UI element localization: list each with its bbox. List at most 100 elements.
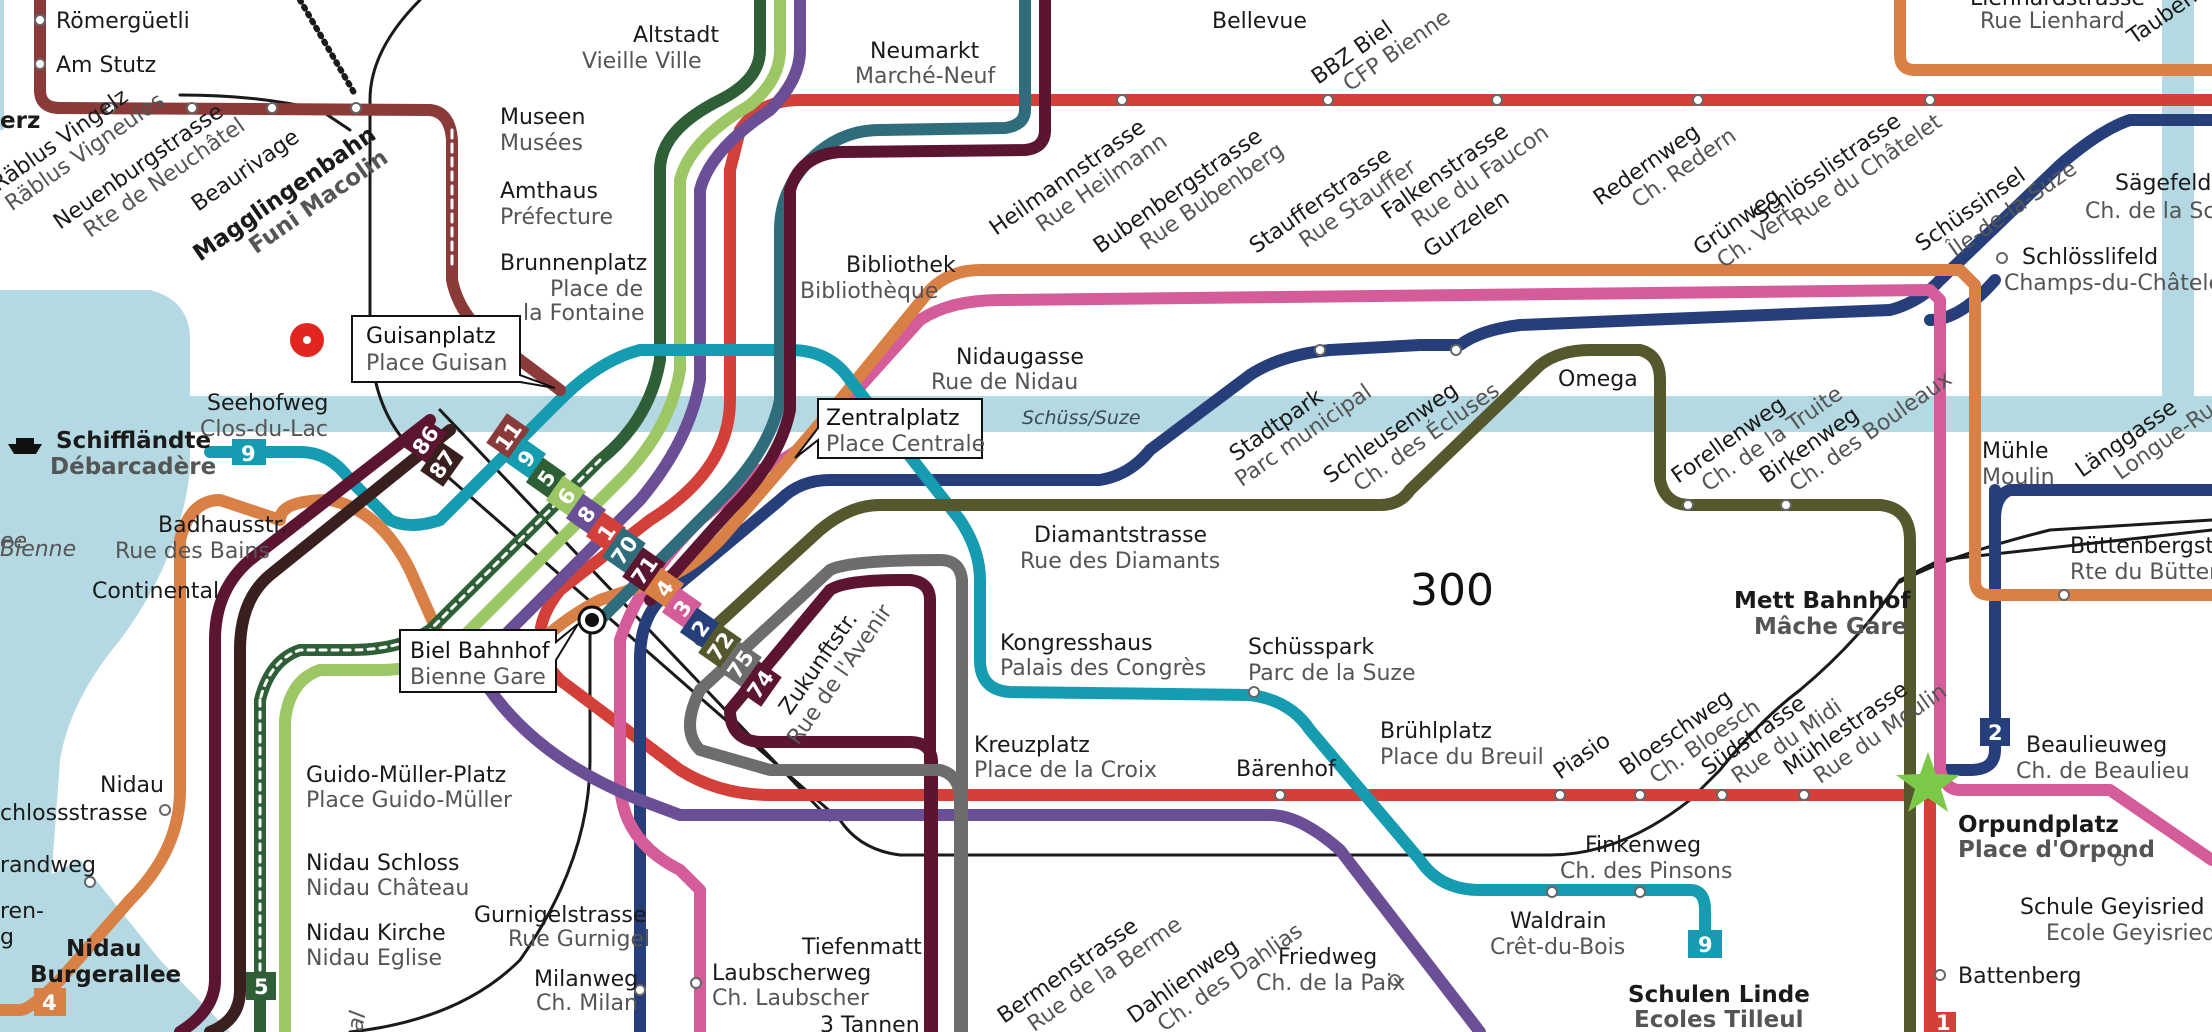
stop-dot: [690, 977, 702, 989]
stop-brunnenplatz-fr1: Place de: [550, 277, 643, 302]
river-label: Schüss/Suze: [1022, 407, 1141, 429]
line-71-path: [644, 0, 1051, 606]
stop-dot: [1314, 344, 1326, 356]
stop-schulen-linde-fr: Ecoles Tilleul: [1634, 1007, 1804, 1032]
badge-11: [486, 413, 530, 459]
stop-dot: [1780, 499, 1792, 511]
callout-zentralplatz: Zentralplatz Place Centrale: [794, 398, 985, 459]
stop-tiefenmatt: Tiefenmatt: [801, 935, 922, 960]
line-75-path: [684, 554, 968, 1032]
badge-87: [420, 441, 464, 487]
stop-diamantstrasse-fr: Rue des Diamants: [1020, 549, 1220, 574]
stop-amthaus-de: Amthaus: [500, 179, 598, 204]
stop-dot: [634, 984, 646, 996]
stop-dot: [1682, 499, 1694, 511]
line-72-path: [694, 344, 1916, 1032]
line-8-path: [480, 0, 1486, 1032]
stop-kreuzplatz-de: Kreuzplatz: [974, 733, 1090, 758]
stop-bibliothek-de: Bibliothek: [846, 253, 956, 278]
stop-schule-geyisried-de: Schule Geyisried: [2020, 895, 2204, 920]
stop-dot: [2114, 854, 2126, 866]
badge-2-terminus-label: 2: [1988, 721, 2003, 745]
callout-guisanplatz: Guisanplatz Place Guisan: [351, 315, 556, 389]
stop-dot: [2058, 589, 2070, 601]
stop-dot: [1554, 789, 1566, 801]
badge-9-terminus-linde: [1688, 930, 1722, 958]
badge-1: [585, 511, 627, 553]
stop-orpundplatz-de: Orpundplatz: [1958, 812, 2119, 838]
stop-gurnigelstrasse-fr: Rue Gurnigel: [508, 927, 650, 952]
stop-milanweg-fr: Ch. Milan: [536, 991, 638, 1016]
badge-3: [661, 587, 703, 629]
stop-bruehlplatz-fr: Place du Breuil: [1380, 745, 1544, 770]
callout-biel-bahnhof: Biel Bahnhof Bienne Gare: [399, 623, 579, 693]
stop-nidaugasse-de: Nidaugasse: [956, 345, 1084, 370]
stop-dot: [1924, 94, 1936, 106]
stop-kreuzplatz-fr: Place de la Croix: [974, 758, 1157, 783]
stop-museen-fr: Musées: [500, 131, 583, 156]
line-87-path: [204, 424, 456, 1032]
stop-nidau-kirche-fr: Nidau Eglise: [306, 946, 442, 971]
stop-markers: [34, 14, 2126, 996]
stop-dot: [1634, 789, 1646, 801]
stop-guido-mueller-de: Guido-Müller-Platz: [306, 763, 506, 788]
stop-amthaus-fr: Préfecture: [500, 205, 613, 230]
stop-nidau-burgerallee-2: Burgerallee: [30, 962, 181, 988]
stop-bibliothek-fr: Bibliothèque: [800, 279, 938, 304]
stop-kongresshaus-de: Kongresshaus: [1000, 631, 1153, 656]
stop-waldrain-fr: Crêt-du-Bois: [1490, 935, 1625, 960]
stop-buettenbergstrasse-fr: Rte du Büttenb: [2070, 560, 2212, 585]
stop-baerenhof: Bärenhof: [1236, 757, 1337, 782]
stop-schifflaendte-fr: Débarcadère: [50, 454, 216, 480]
stop-al: al: [343, 1009, 371, 1032]
stop-nidau-burgerallee-1: Nidau: [66, 936, 142, 962]
callout-biel-bahnhof-fr: Bienne Gare: [410, 665, 546, 690]
badge-86: [403, 417, 447, 463]
badge-4: [643, 567, 685, 609]
stop-nidau-schloss-fr: Nidau Château: [306, 876, 469, 901]
stop-piasio: Piasio: [1549, 728, 1615, 785]
badge-5-terminus: [246, 972, 276, 1000]
stop-saegefeld-de: Sägefeldw: [2115, 171, 2212, 196]
badge-2: [679, 607, 721, 649]
stop-dot: [1934, 969, 1946, 981]
stop-neumarkt-fr: Marché-Neuf: [855, 64, 996, 89]
badge-4-terminus-label: 4: [42, 991, 57, 1015]
badge-2-terminus: [1980, 718, 2010, 746]
biel-bahnhof-station-core: [585, 613, 599, 627]
callout-guisanplatz-de: Guisanplatz: [366, 324, 496, 349]
stop-am-stutz: Am Stutz: [56, 53, 156, 78]
stop-altstadt-de: Altstadt: [633, 23, 719, 48]
badge-74: [738, 661, 782, 707]
line-86-path: [174, 414, 436, 1032]
stop-ren: ren-: [0, 899, 44, 924]
stop-badhausstr-de: Badhausstr.: [158, 513, 287, 538]
stop-dot: [1322, 94, 1334, 106]
stop-neumarkt-de: Neumarkt: [870, 39, 980, 64]
stop-dot: [1996, 252, 2008, 264]
line-74-path: [724, 574, 938, 1032]
line-badges: 86 87 11 9 5 6 8 1 70 71 4 3 2 72 75 74 …: [34, 413, 2010, 1032]
star-icon: [1896, 752, 1960, 812]
stop-nidaugasse-fr: Rue de Nidau: [931, 370, 1078, 395]
badge-9-terminus-label: 9: [241, 442, 256, 466]
stop-nidau: Nidau: [100, 773, 164, 798]
stop-muehle-fr: Moulin: [1982, 465, 2055, 490]
stop-lienhardstrasse-de: Lienhardstrasse: [1970, 0, 2145, 11]
stop-laubscherweg-de: Laubscherweg: [712, 961, 871, 986]
stop-omega: Omega: [1558, 367, 1638, 392]
stop-bruehlplatz-de: Brühlplatz: [1380, 719, 1492, 744]
stop-finkenweg-fr: Ch. des Pinsons: [1560, 859, 1732, 884]
stop-muehle-de: Mühle: [1982, 439, 2049, 464]
stop-schuesspark-de: Schüsspark: [1248, 635, 1374, 660]
badge-5-terminus-label: 5: [254, 975, 269, 999]
stop-schlossstrasse: chlossstrasse: [0, 801, 148, 826]
stop-seehofweg-fr: Clos-du-Lac: [200, 417, 328, 442]
line-2-right: [1989, 484, 2212, 526]
stop-nidau-schloss-de: Nidau Schloss: [306, 851, 459, 876]
badge-9: [505, 437, 547, 479]
badge-72: [698, 623, 742, 669]
stop-dot: [84, 876, 96, 888]
stop-dot: [1798, 789, 1810, 801]
